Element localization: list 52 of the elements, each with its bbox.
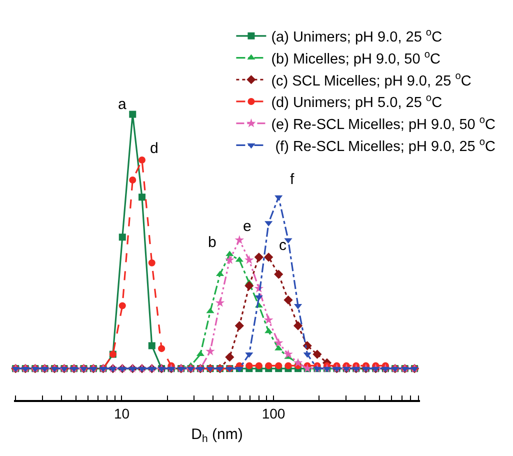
point	[274, 270, 284, 279]
point	[148, 259, 156, 266]
annotation: d	[150, 140, 158, 157]
point	[264, 315, 274, 324]
point	[226, 250, 234, 256]
point	[274, 338, 284, 347]
point	[138, 156, 146, 164]
point	[206, 308, 214, 314]
point	[234, 321, 244, 330]
point	[138, 194, 146, 201]
point	[224, 255, 234, 264]
point	[284, 349, 293, 358]
point	[118, 234, 126, 241]
point	[246, 362, 253, 370]
legend-label: (d) Unimers; pH 5.0, 25 $^{o}$C	[271, 93, 442, 112]
annotation: a	[118, 96, 127, 113]
annotation: f	[290, 171, 295, 188]
point	[244, 255, 254, 264]
point	[264, 252, 274, 262]
point	[254, 252, 264, 262]
annotation: c	[279, 237, 287, 254]
point	[234, 235, 244, 244]
point	[129, 110, 136, 118]
x-axis-title: D$_{h}$ (nm)	[191, 426, 243, 446]
point	[215, 298, 225, 307]
point	[225, 352, 234, 362]
point	[293, 321, 303, 330]
point	[312, 350, 322, 359]
point	[254, 295, 263, 301]
legend-label: (e) Re-SCL Micelles; pH 9.0, 50 $^{o}$C	[271, 114, 496, 133]
x-tick-label: 100	[262, 406, 286, 422]
point	[148, 342, 156, 350]
legend-label: (f) Re-SCL Micelles; pH 9.0, 25 $^{o}$C	[271, 136, 496, 155]
point	[264, 328, 273, 334]
point	[196, 350, 204, 356]
x-tick-label: 10	[114, 406, 130, 422]
point	[265, 362, 272, 370]
annotation: b	[208, 234, 216, 251]
annotation: e	[243, 218, 252, 235]
point	[275, 362, 282, 370]
legend-label: (a) Unimers; pH 9.0, 25 $^{o}$C	[271, 27, 442, 46]
point	[129, 176, 136, 184]
point	[284, 295, 293, 305]
point	[274, 195, 283, 201]
legend-label: (c) SCL Micelles; pH 9.0, 25 $^{o}$C	[271, 71, 472, 90]
point	[244, 281, 254, 290]
point	[158, 345, 166, 352]
point	[255, 362, 262, 370]
point	[118, 302, 126, 310]
point	[284, 362, 292, 370]
point	[206, 346, 215, 356]
legend-label: (b) Micelles; pH 9.0, 50 $^{o}$C	[271, 49, 440, 68]
